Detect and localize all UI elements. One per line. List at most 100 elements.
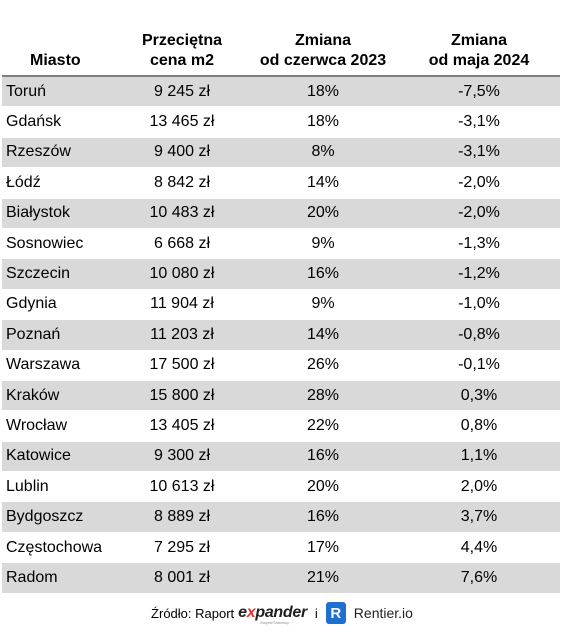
cell-change-2024: -0,1% bbox=[398, 350, 560, 381]
header-change-2024-line-1: Zmiana bbox=[450, 32, 507, 49]
cell-change-2024: -0,8% bbox=[398, 319, 560, 351]
header-city-label: Miasto bbox=[30, 52, 81, 69]
table-row: Toruń 9 245 zł 18% -7,5% bbox=[2, 76, 560, 108]
cell-change-2024: -1,3% bbox=[398, 228, 560, 260]
cell-change-2023: 14% bbox=[248, 167, 398, 199]
source-separator: i bbox=[314, 605, 318, 621]
table-row: Gdańsk 13 465 zł 18% -3,1% bbox=[2, 106, 560, 138]
cell-price: 10 613 zł bbox=[116, 471, 248, 503]
table-row: Bydgoszcz 8 889 zł 16% 3,7% bbox=[2, 501, 560, 533]
cell-city: Łódź bbox=[2, 167, 116, 199]
expander-tagline: Ekspert Finansowy bbox=[260, 620, 289, 625]
source-footer: Źródło: Raport expander Ekspert Finansowy… bbox=[0, 598, 564, 628]
cell-change-2023: 8% bbox=[248, 137, 398, 169]
table-row: Lublin 10 613 zł 20% 2,0% bbox=[2, 471, 560, 503]
cell-city: Gdańsk bbox=[2, 106, 116, 138]
cell-city: Wrocław bbox=[2, 410, 116, 442]
table-row: Katowice 9 300 zł 16% 1,1% bbox=[2, 441, 560, 473]
header-change-2024-line-2: od maja 2024 bbox=[428, 52, 530, 69]
cell-change-2023: 16% bbox=[248, 441, 398, 473]
table-row: Łódź 8 842 zł 14% -2,0% bbox=[2, 167, 560, 199]
cell-change-2023: 14% bbox=[248, 319, 398, 351]
cell-change-2023: 26% bbox=[248, 350, 398, 381]
cell-change-2023: 22% bbox=[248, 410, 398, 442]
table-row: Szczecin 10 080 zł 16% -1,2% bbox=[2, 258, 560, 290]
header-city: Miasto bbox=[2, 0, 116, 77]
cell-change-2024: -1,2% bbox=[398, 258, 560, 290]
cell-price: 11 904 zł bbox=[116, 289, 248, 321]
cell-change-2024: 0,8% bbox=[398, 410, 560, 442]
cell-city: Poznań bbox=[2, 319, 116, 351]
rentier-name: Rentier.io bbox=[353, 605, 413, 621]
cell-change-2024: -3,1% bbox=[398, 106, 560, 138]
cell-city: Kraków bbox=[2, 380, 116, 412]
cell-change-2024: -7,5% bbox=[398, 76, 560, 108]
cell-city: Warszawa bbox=[2, 350, 116, 381]
cell-price: 11 203 zł bbox=[116, 319, 248, 351]
expander-logo-suffix: pander bbox=[255, 604, 307, 621]
cell-price: 13 465 zł bbox=[116, 106, 248, 138]
cell-change-2023: 18% bbox=[248, 76, 398, 108]
table-row: Wrocław 13 405 zł 22% 0,8% bbox=[2, 410, 560, 442]
header-price-line-2: cena m2 bbox=[149, 52, 215, 69]
cell-price: 8 001 zł bbox=[116, 562, 248, 594]
header-change-2023: Zmiana od czerwca 2023 bbox=[248, 0, 398, 77]
header-price: Przeciętna cena m2 bbox=[116, 0, 248, 77]
header-price-line-1: Przeciętna bbox=[141, 32, 223, 49]
cell-change-2024: 4,4% bbox=[398, 532, 560, 564]
cell-price: 8 842 zł bbox=[116, 167, 248, 199]
header-change-2023-line-1: Zmiana bbox=[294, 32, 351, 49]
cell-change-2023: 21% bbox=[248, 562, 398, 594]
table-row: Radom 8 001 zł 21% 7,6% bbox=[2, 562, 560, 594]
cell-price: 10 080 zł bbox=[116, 258, 248, 290]
table-row: Warszawa 17 500 zł 26% -0,1% bbox=[2, 350, 560, 381]
cell-city: Radom bbox=[2, 562, 116, 594]
table-row: Gdynia 11 904 zł 9% -1,0% bbox=[2, 289, 560, 321]
cell-city: Lublin bbox=[2, 471, 116, 503]
header-change-2024: Zmiana od maja 2024 bbox=[398, 0, 560, 77]
header-change-2023-line-2: od czerwca 2023 bbox=[259, 52, 387, 69]
table-row: Rzeszów 9 400 zł 8% -3,1% bbox=[2, 137, 560, 169]
cell-change-2023: 28% bbox=[248, 380, 398, 412]
cell-city: Toruń bbox=[2, 76, 116, 108]
cell-change-2023: 20% bbox=[248, 471, 398, 503]
table-row: Sosnowiec 6 668 zł 9% -1,3% bbox=[2, 228, 560, 260]
source-label: Źródło: Raport bbox=[151, 605, 235, 621]
price-table: Miasto Przeciętna cena m2 Zmiana od czer… bbox=[2, 0, 560, 594]
price-table-container: Miasto Przeciętna cena m2 Zmiana od czer… bbox=[2, 0, 560, 594]
cell-change-2024: 7,6% bbox=[398, 562, 560, 594]
cell-city: Częstochowa bbox=[2, 532, 116, 564]
cell-city: Szczecin bbox=[2, 258, 116, 290]
cell-city: Sosnowiec bbox=[2, 228, 116, 260]
cell-change-2024: 0,3% bbox=[398, 380, 560, 412]
expander-logo: expander Ekspert Finansowy bbox=[238, 604, 307, 625]
cell-price: 8 889 zł bbox=[116, 501, 248, 533]
cell-price: 10 483 zł bbox=[116, 198, 248, 229]
cell-change-2023: 18% bbox=[248, 106, 398, 138]
cell-change-2023: 16% bbox=[248, 258, 398, 290]
cell-price: 7 295 zł bbox=[116, 532, 248, 564]
cell-change-2024: -3,1% bbox=[398, 137, 560, 169]
cell-change-2024: 1,1% bbox=[398, 441, 560, 473]
cell-change-2024: 2,0% bbox=[398, 471, 560, 503]
cell-city: Rzeszów bbox=[2, 137, 116, 169]
cell-city: Białystok bbox=[2, 198, 116, 229]
cell-city: Bydgoszcz bbox=[2, 501, 116, 533]
cell-price: 17 500 zł bbox=[116, 350, 248, 381]
table-header-row: Miasto Przeciętna cena m2 Zmiana od czer… bbox=[2, 0, 560, 77]
cell-change-2024: -2,0% bbox=[398, 167, 560, 199]
cell-change-2023: 17% bbox=[248, 532, 398, 564]
cell-change-2023: 16% bbox=[248, 501, 398, 533]
expander-logo-x: x bbox=[246, 604, 256, 621]
table-row: Białystok 10 483 zł 20% -2,0% bbox=[2, 198, 560, 229]
table-row: Poznań 11 203 zł 14% -0,8% bbox=[2, 319, 560, 351]
cell-price: 13 405 zł bbox=[116, 410, 248, 442]
cell-city: Gdynia bbox=[2, 289, 116, 321]
cell-change-2024: -2,0% bbox=[398, 198, 560, 229]
table-row: Częstochowa 7 295 zł 17% 4,4% bbox=[2, 532, 560, 564]
cell-change-2024: -1,0% bbox=[398, 289, 560, 321]
cell-price: 9 400 zł bbox=[116, 137, 248, 169]
cell-change-2023: 20% bbox=[248, 198, 398, 229]
expander-logo-prefix: e bbox=[238, 604, 247, 621]
table-row: Kraków 15 800 zł 28% 0,3% bbox=[2, 380, 560, 412]
